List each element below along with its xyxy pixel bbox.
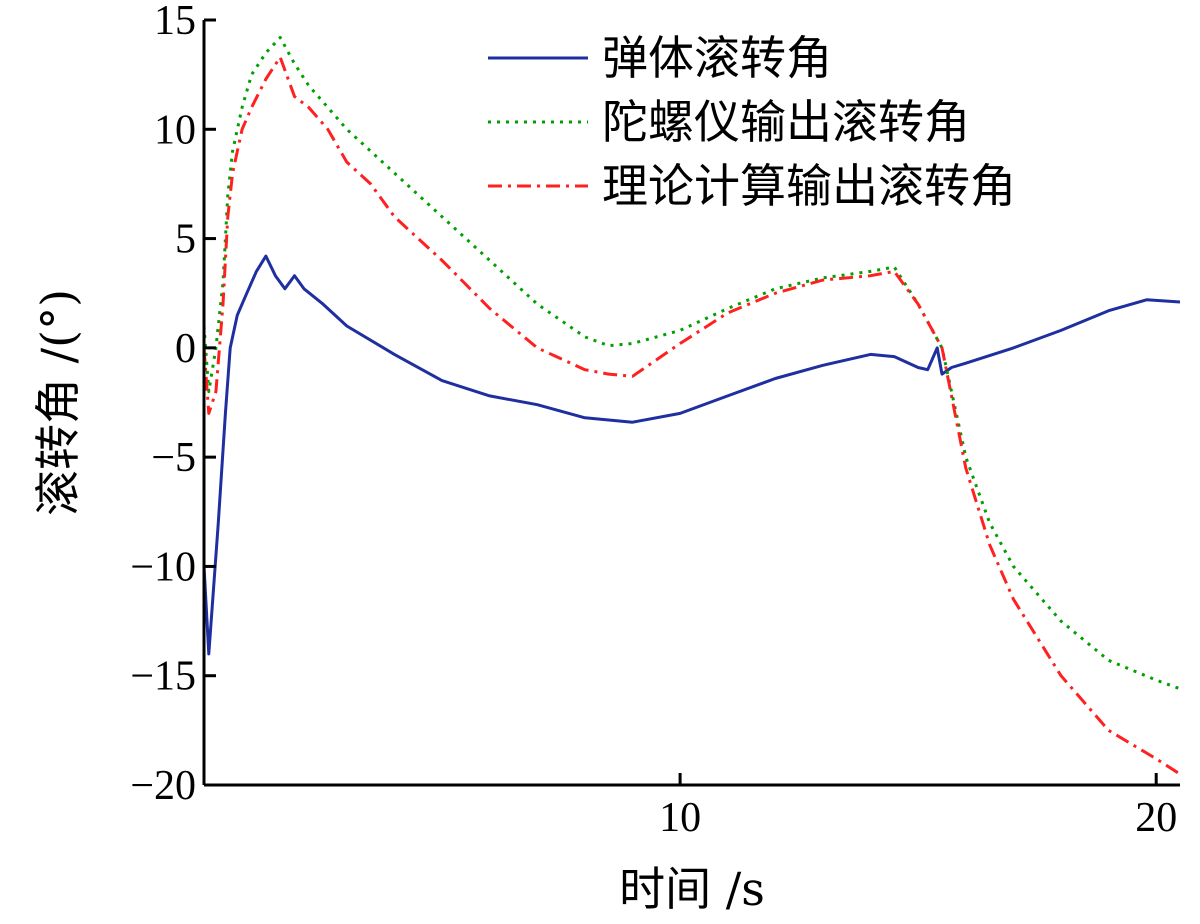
legend-label-3: 理论计算输出滚转角 xyxy=(602,159,1016,213)
axes xyxy=(202,20,1180,787)
x-tick-label: 10 xyxy=(659,795,701,841)
y-tick-label: 0 xyxy=(175,326,196,372)
y-tick-label: −5 xyxy=(151,435,196,481)
series-line-2 xyxy=(202,36,1181,691)
legend-label-1: 弹体滚转角 xyxy=(602,31,832,85)
legend-label-2: 陀螺仪输出滚转角 xyxy=(602,95,970,149)
y-tick-label: −15 xyxy=(130,654,196,700)
y-axis-title: 滚转角 /(°) xyxy=(31,289,85,516)
y-tick-label: −10 xyxy=(130,544,196,590)
ticks: −20 −15 −10 −5 0 5 10 15 10 20 xyxy=(130,0,1177,841)
y-tick-label: 5 xyxy=(175,217,196,263)
series-line-1 xyxy=(202,254,1181,656)
series-layer xyxy=(202,36,1181,776)
y-tick-label: −20 xyxy=(130,763,196,809)
x-axis-title: 时间 /s xyxy=(619,862,765,916)
series-line-3 xyxy=(202,55,1181,776)
y-tick-label: 10 xyxy=(154,107,196,153)
x-tick-label: 20 xyxy=(1135,795,1177,841)
y-tick-label: 15 xyxy=(154,0,196,44)
